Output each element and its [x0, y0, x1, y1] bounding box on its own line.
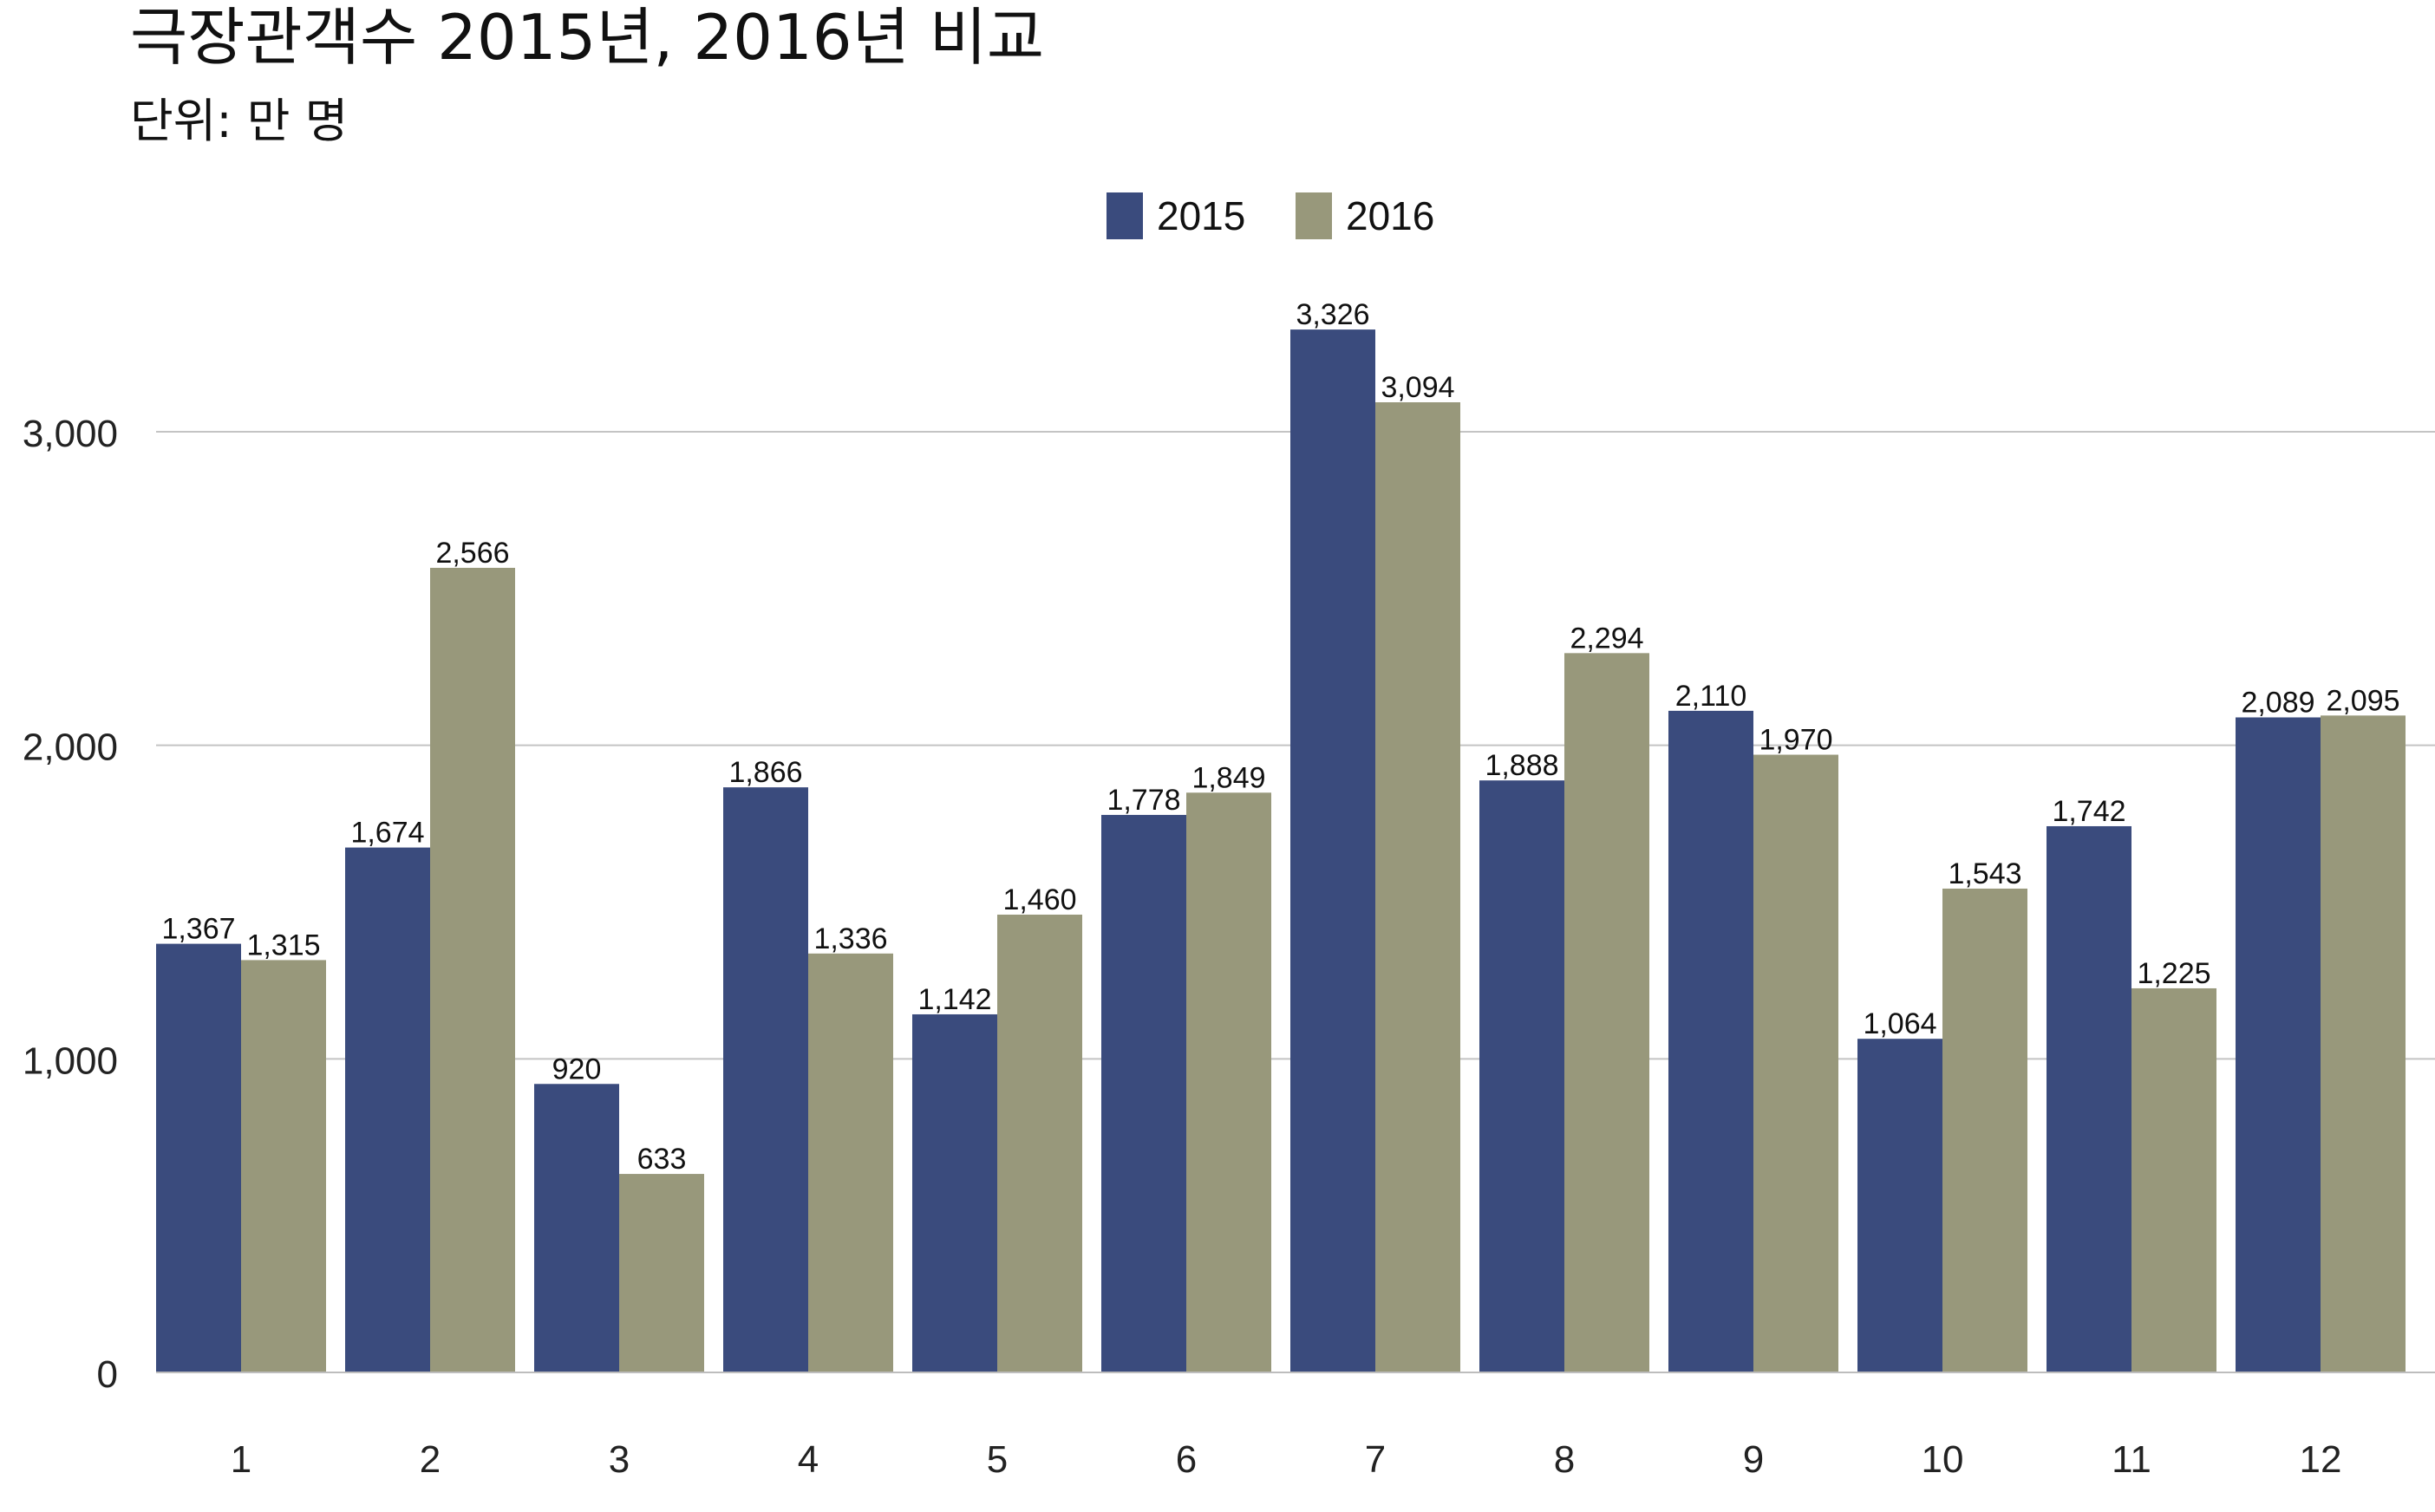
y-tick-label: 0: [97, 1353, 118, 1396]
legend-swatch-2016: [1296, 192, 1332, 239]
bar-2016-12: [2321, 715, 2406, 1372]
data-label: 1,225: [2137, 957, 2210, 990]
bar-2015-1: [156, 943, 241, 1372]
legend-label: 2015: [1157, 193, 1245, 238]
data-label: 1,970: [1759, 724, 1832, 757]
legend-swatch-2015: [1107, 192, 1143, 239]
x-tick-label: 8: [1554, 1438, 1575, 1481]
data-label: 2,095: [2326, 684, 2399, 717]
data-label: 1,742: [2052, 795, 2125, 828]
data-label: 633: [637, 1143, 687, 1176]
bar-2015-8: [1479, 780, 1564, 1372]
data-label: 1,142: [917, 983, 991, 1016]
chart-title: 극장관객수 2015년, 2016년 비교: [130, 1, 1045, 74]
bar-2016-1: [241, 960, 326, 1372]
chart-subtitle: 단위: 만 명: [130, 94, 349, 148]
data-label: 1,460: [1002, 883, 1076, 916]
bar-2016-11: [2131, 987, 2216, 1372]
bar-2015-6: [1101, 814, 1186, 1372]
data-label: 1,866: [728, 756, 802, 789]
data-label: 1,674: [350, 817, 424, 850]
bar-2015-4: [723, 787, 808, 1372]
bar-2016-7: [1375, 402, 1460, 1373]
data-label: 2,294: [1570, 622, 1643, 655]
bar-2015-7: [1290, 329, 1375, 1372]
y-tick-label: 3,000: [23, 413, 118, 455]
data-label: 1,064: [1863, 1007, 1936, 1040]
data-label: 1,888: [1485, 749, 1558, 782]
y-tick-label: 1,000: [23, 1040, 118, 1082]
data-label: 1,367: [161, 913, 235, 946]
data-label: 1,849: [1191, 761, 1265, 794]
bar-2015-3: [534, 1084, 619, 1372]
bar-2015-10: [1857, 1039, 1942, 1372]
bar-2016-9: [1753, 754, 1838, 1372]
bar-2016-2: [430, 567, 515, 1372]
x-tick-label: 9: [1743, 1438, 1764, 1481]
data-label: 1,778: [1107, 784, 1180, 817]
legend: 2015 2016: [1107, 192, 1434, 239]
bar-2016-4: [808, 953, 893, 1372]
data-label: 3,094: [1381, 371, 1454, 404]
x-tick-label: 11: [2112, 1438, 2151, 1481]
bar-2015-11: [2047, 825, 2131, 1372]
x-tick-label: 2: [420, 1438, 441, 1481]
x-tick-label: 6: [1176, 1438, 1197, 1481]
x-tick-label: 1: [231, 1438, 251, 1481]
data-label: 920: [552, 1053, 602, 1085]
bar-2015-5: [912, 1013, 997, 1372]
bar-2015-9: [1668, 710, 1753, 1372]
data-label: 1,336: [813, 922, 887, 955]
bar-2016-3: [619, 1174, 704, 1372]
data-label: 1,543: [1948, 857, 2021, 890]
legend-label: 2016: [1346, 193, 1434, 238]
x-tick-label: 4: [798, 1438, 819, 1481]
x-tick-label: 10: [1922, 1438, 1964, 1481]
bar-2016-10: [1942, 888, 2027, 1372]
bar-2016-5: [997, 914, 1082, 1372]
data-label: 3,326: [1296, 298, 1369, 331]
bar-2015-2: [345, 847, 430, 1372]
bar-2016-6: [1186, 792, 1271, 1372]
bars: [156, 329, 2406, 1373]
data-label: 2,566: [435, 537, 509, 570]
y-tick-label: 2,000: [23, 727, 118, 769]
x-tick-label: 5: [987, 1438, 1008, 1481]
data-label: 2,089: [2241, 686, 2314, 719]
x-tick-label: 3: [609, 1438, 630, 1481]
x-tick-label: 12: [2300, 1438, 2342, 1481]
bar-2015-12: [2236, 717, 2321, 1372]
x-tick-label: 7: [1365, 1438, 1386, 1481]
data-labels: 1,367 1,315 1,674 2,566 920 633 1,866 1,336 1,14…: [161, 298, 2399, 1176]
bar-2016-8: [1564, 653, 1649, 1372]
data-label: 2,110: [1675, 680, 1747, 713]
data-label: 1,315: [246, 929, 320, 961]
